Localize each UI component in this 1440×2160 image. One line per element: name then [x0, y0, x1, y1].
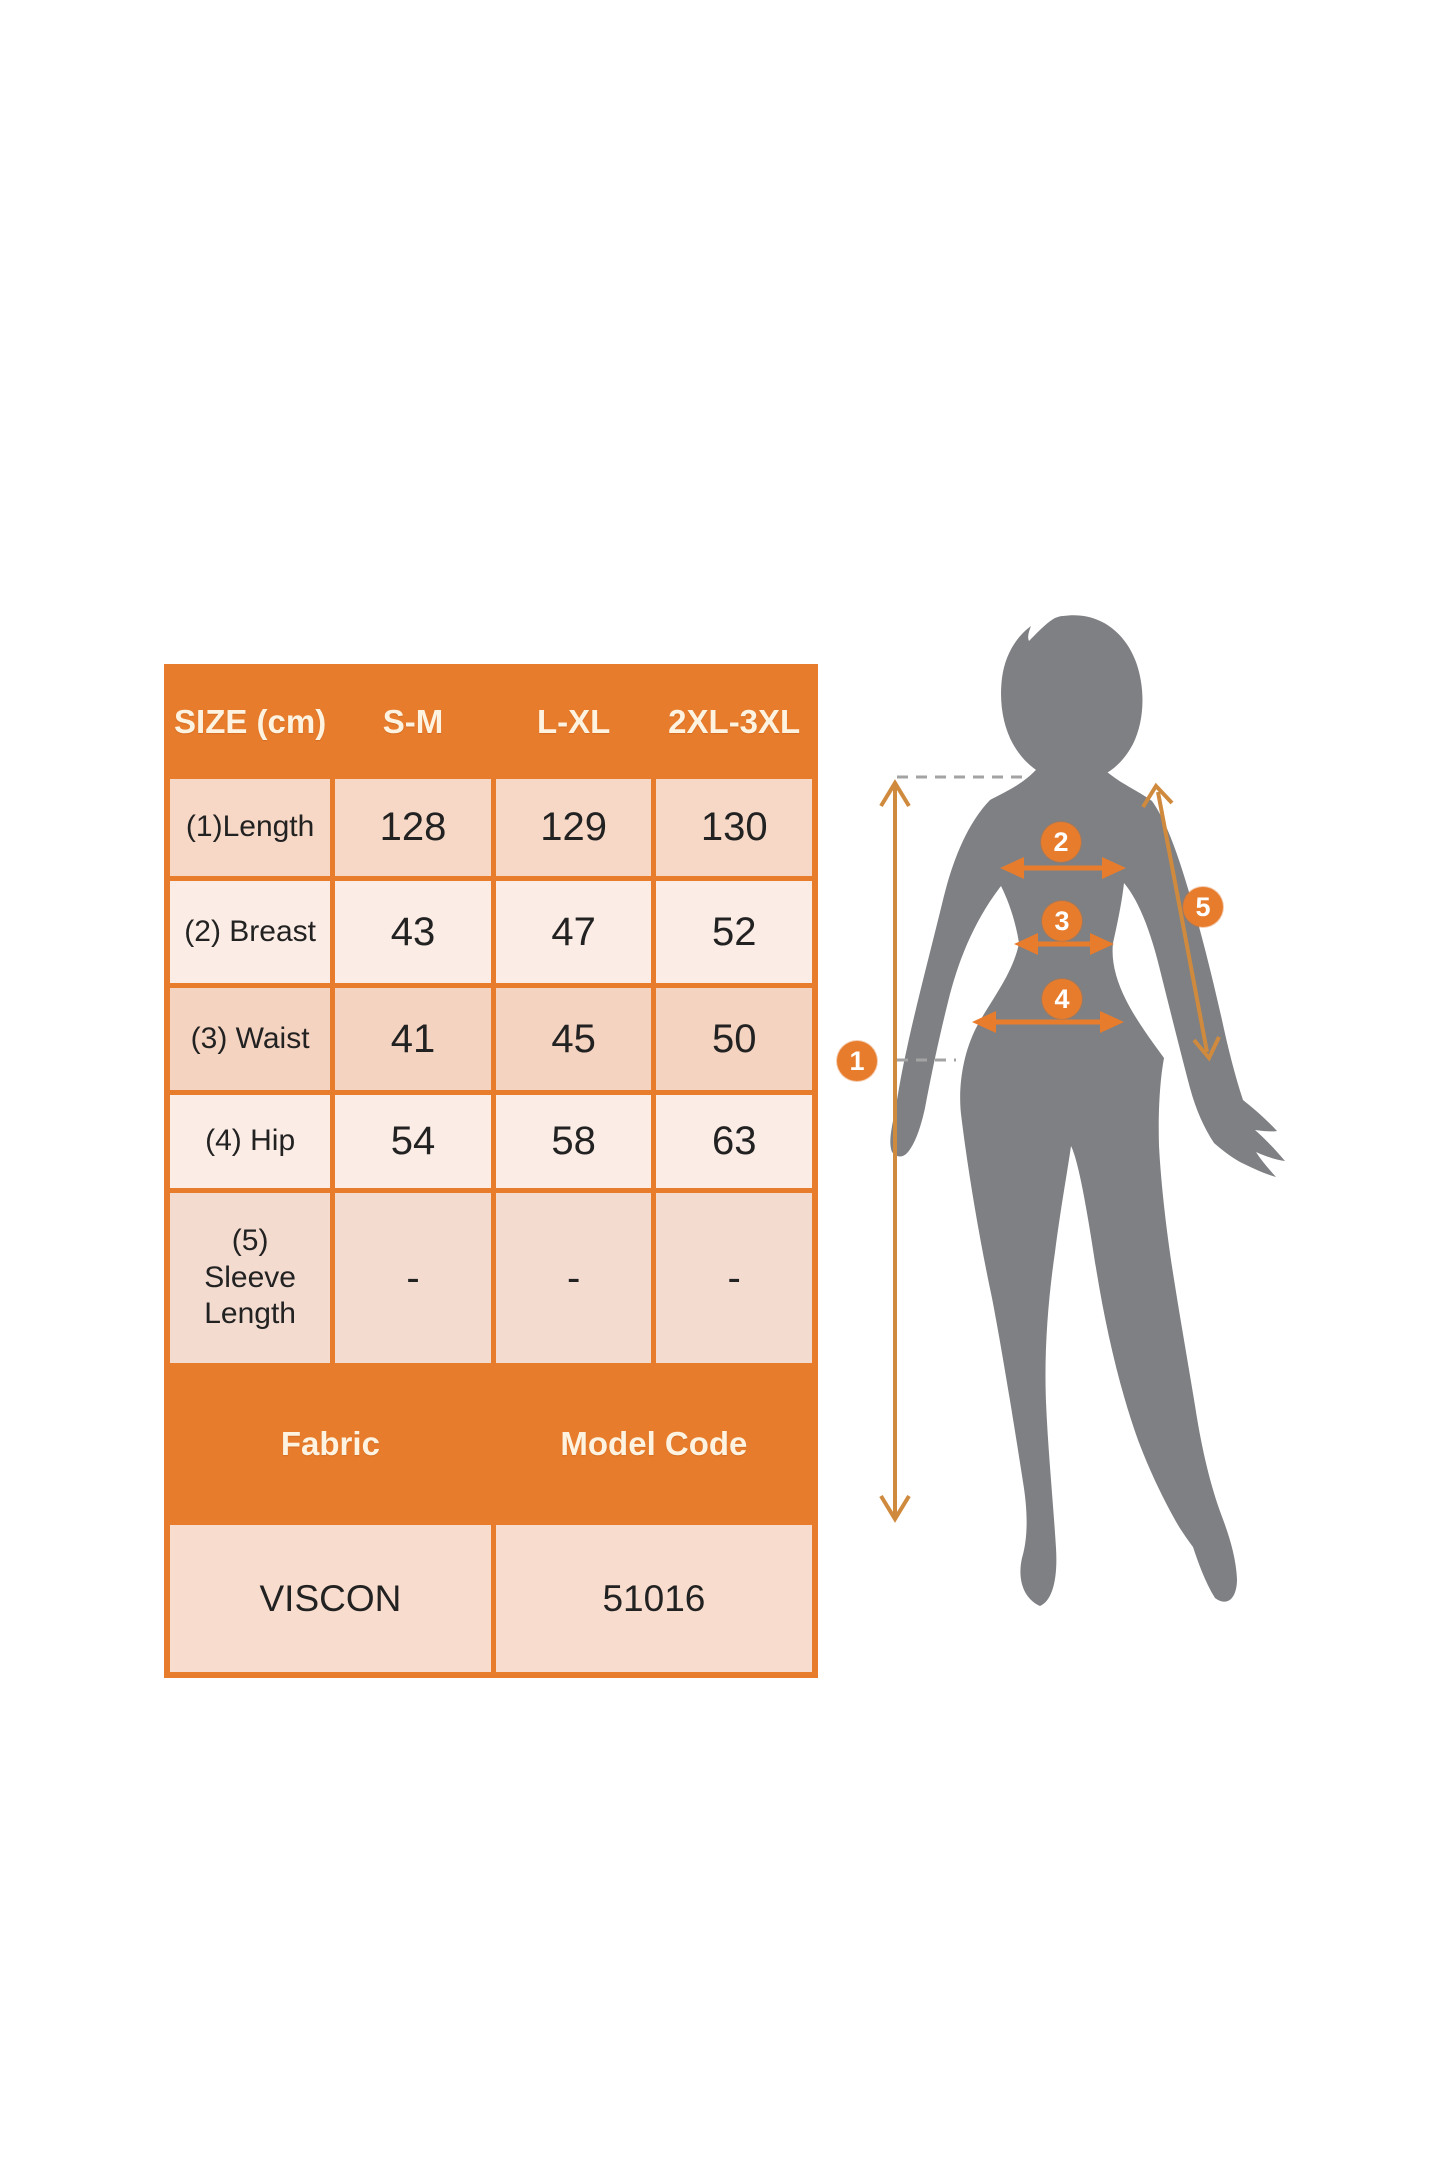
cell-waist-2xl-3xl: 50 — [656, 988, 812, 1090]
cell-length-2xl-3xl: 130 — [656, 779, 812, 876]
head-silhouette — [1001, 615, 1143, 783]
cell-hip-2xl-3xl: 63 — [656, 1095, 812, 1188]
body-silhouette — [890, 756, 1285, 1606]
col-header-s-m: S-M — [335, 670, 491, 774]
marker-hip: 4 — [1042, 979, 1082, 1019]
col-header-l-xl: L-XL — [495, 670, 652, 774]
fabric-value: VISCON — [170, 1525, 491, 1672]
row-label-length: (1)Length — [170, 779, 331, 876]
row-label-waist: (3) Waist — [170, 988, 331, 1090]
cell-waist-s-m: 41 — [335, 988, 491, 1090]
sleeve-arrow — [1141, 782, 1221, 1062]
model-code-header: Model Code — [495, 1368, 812, 1520]
size-chart-table: SIZE (cm) S-M L-XL 2XL-3XL (1)Length 128… — [164, 664, 818, 1678]
row-label-sleeve-length: (5) Sleeve Length — [170, 1193, 331, 1363]
cell-sleeve-l-xl: - — [495, 1193, 652, 1363]
waist-arrow — [1014, 933, 1114, 955]
cell-sleeve-2xl-3xl: - — [656, 1193, 812, 1363]
cell-sleeve-s-m: - — [335, 1193, 491, 1363]
marker-length: 1 — [837, 1041, 877, 1081]
cell-breast-l-xl: 47 — [495, 881, 652, 983]
breast-arrow — [1000, 857, 1126, 879]
col-header-size: SIZE (cm) — [170, 670, 331, 774]
cell-hip-s-m: 54 — [335, 1095, 491, 1188]
cell-breast-s-m: 43 — [335, 881, 491, 983]
col-header-2xl-3xl: 2XL-3XL — [656, 670, 812, 774]
cell-breast-2xl-3xl: 52 — [656, 881, 812, 983]
length-arrow — [879, 779, 911, 1523]
cell-hip-l-xl: 58 — [495, 1095, 652, 1188]
cell-length-l-xl: 129 — [495, 779, 652, 876]
marker-breast: 2 — [1041, 822, 1081, 862]
row-label-hip: (4) Hip — [170, 1095, 331, 1188]
model-code-value: 51016 — [495, 1525, 812, 1672]
cell-length-s-m: 128 — [335, 779, 491, 876]
fabric-header: Fabric — [170, 1368, 491, 1520]
cell-waist-l-xl: 45 — [495, 988, 652, 1090]
hip-arrow — [972, 1011, 1124, 1033]
marker-waist: 3 — [1042, 901, 1082, 941]
row-label-breast: (2) Breast — [170, 881, 331, 983]
marker-sleeve: 5 — [1183, 887, 1223, 927]
